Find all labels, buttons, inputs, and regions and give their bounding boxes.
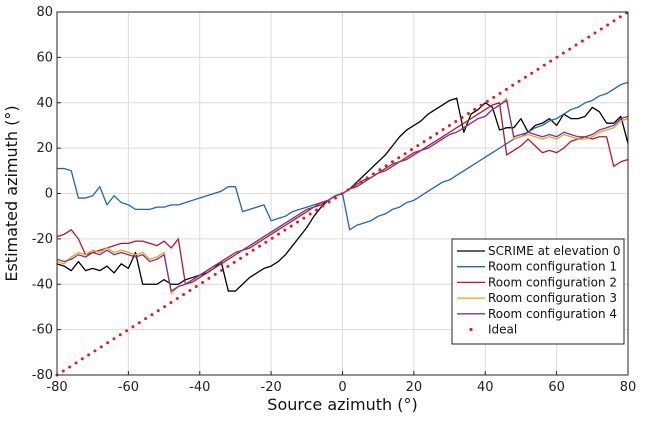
series-lines <box>55 10 630 377</box>
tick-labels: -80 -60 -40 -20 0 20 40 60 80 -80 -60 -40 -20 0 20 40 60… <box>32 5 637 395</box>
legend-entry: SCRIME at elevation 0 <box>457 244 621 258</box>
y-tick-label: -20 <box>32 232 53 247</box>
x-tick-label: 60 <box>548 380 565 395</box>
legend-entry: Room configuration 4 <box>457 307 617 321</box>
y-tick-label: -60 <box>32 323 53 338</box>
legend-label-room-configuration-3: Room configuration 3 <box>488 291 617 305</box>
legend-label-room-configuration-4: Room configuration 4 <box>488 307 617 321</box>
legend-label-ideal: Ideal <box>488 323 517 337</box>
x-tick-label: -60 <box>118 380 139 395</box>
x-tick-label: 20 <box>406 380 423 395</box>
y-tick-label: 20 <box>36 141 53 156</box>
legend-box <box>451 238 625 345</box>
y-tick-label: 40 <box>36 96 53 111</box>
legend-label-scrime-at-elevation-0: SCRIME at elevation 0 <box>488 244 621 258</box>
y-tick-label: 60 <box>36 50 53 65</box>
y-tick-label: 0 <box>45 187 53 202</box>
x-tick-label: -80 <box>46 380 67 395</box>
x-tick-label: -40 <box>189 380 210 395</box>
legend: SCRIME at elevation 0 Room configuration … <box>451 238 625 345</box>
y-tick-label: -80 <box>32 368 53 383</box>
legend-swatch-ideal <box>469 327 473 332</box>
x-tick-label: -20 <box>261 380 282 395</box>
x-tick-label: 80 <box>620 380 637 395</box>
x-tick-label: 40 <box>477 380 494 395</box>
legend-entry: Room configuration 3 <box>457 291 617 305</box>
x-tick-label: 0 <box>338 380 346 395</box>
series-line-ideal <box>55 10 630 377</box>
y-tick-label: -40 <box>32 277 53 292</box>
y-axis-label: Estimated azimuth (°) <box>2 105 21 281</box>
x-axis-label: Source azimuth (°) <box>267 395 417 414</box>
legend-label-room-configuration-1: Room configuration 1 <box>488 260 617 274</box>
legend-label-room-configuration-2: Room configuration 2 <box>488 275 617 289</box>
legend-entry: Room configuration 1 <box>457 260 617 274</box>
y-tick-label: 80 <box>36 5 53 20</box>
legend-entry: Room configuration 2 <box>457 275 617 289</box>
legend-entry: Ideal <box>469 323 517 337</box>
